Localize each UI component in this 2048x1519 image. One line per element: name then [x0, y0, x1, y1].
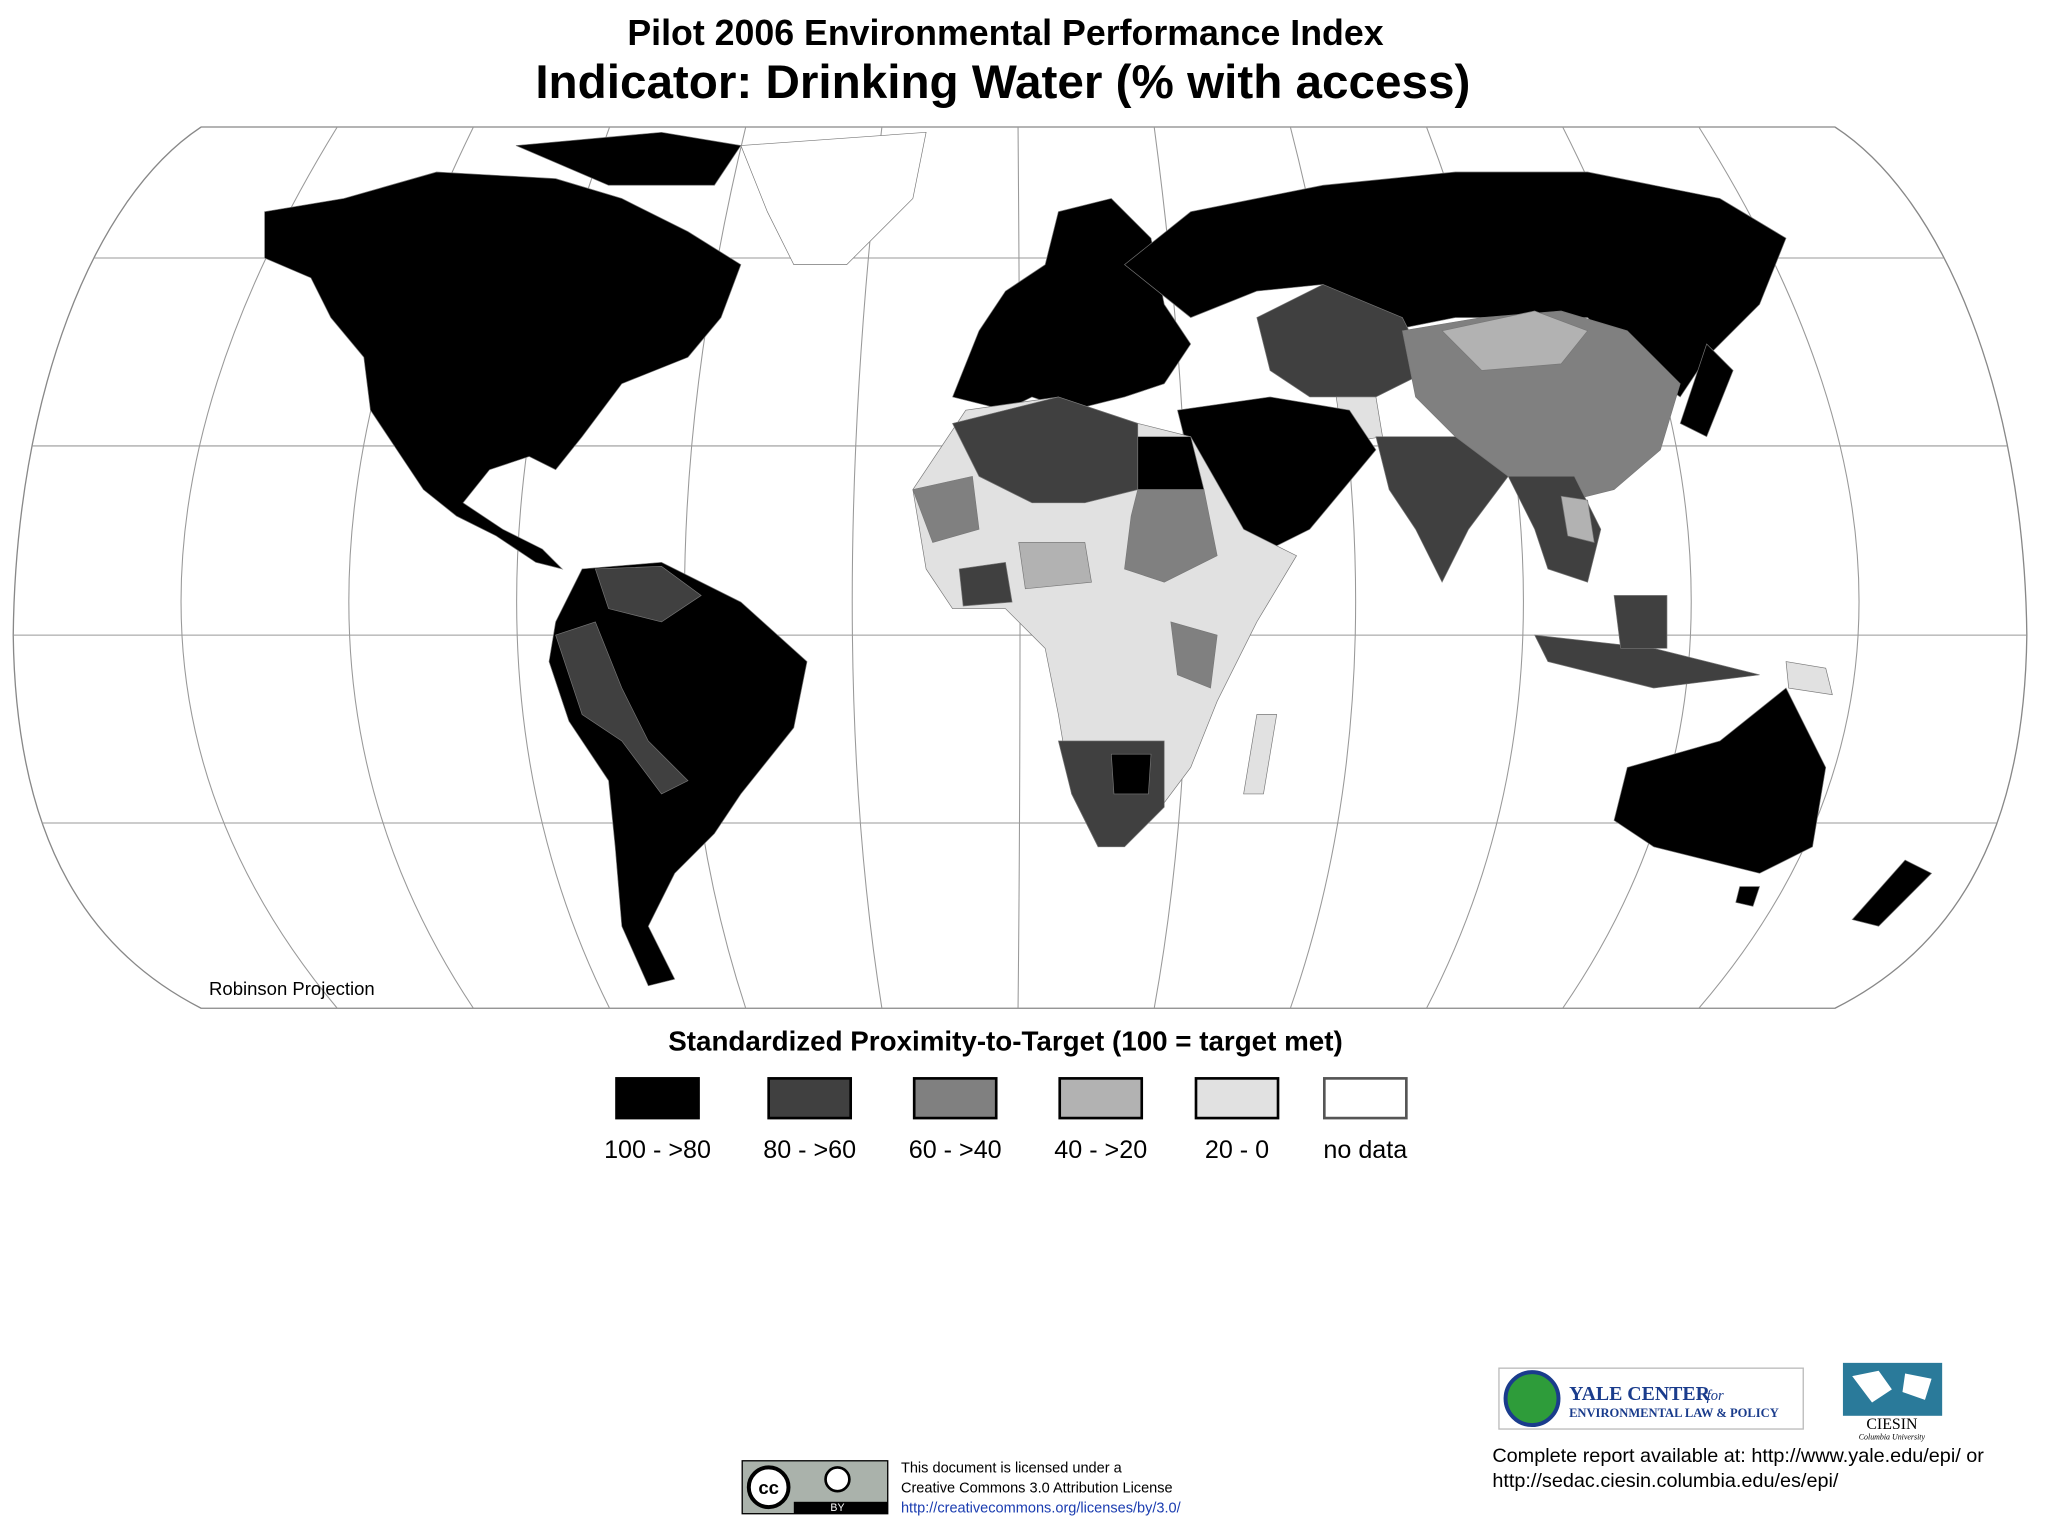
india — [1375, 436, 1509, 583]
license-text: This document is licensed under a — [901, 1461, 1123, 1477]
logo-shape — [1852, 1370, 1932, 1403]
legend-swatch — [912, 1077, 998, 1120]
legend-swatch — [1322, 1077, 1408, 1120]
logo-text: Columbia University — [1859, 1433, 1926, 1442]
meridian — [180, 127, 338, 1009]
nigeria — [1018, 542, 1092, 590]
legend: 100 - >80 80 - >60 60 - >40 40 - >20 20 - 0 n… — [604, 1077, 1408, 1164]
legend-label: 20 - 0 — [1205, 1136, 1269, 1164]
mongolia — [1441, 310, 1589, 371]
venezuela-guianas — [594, 565, 702, 623]
western-sahara-mauritania — [912, 475, 980, 543]
projection-label: Robinson Projection — [209, 978, 375, 999]
japan — [1679, 343, 1734, 438]
legend-swatch — [1058, 1077, 1144, 1120]
borneo — [1613, 595, 1668, 649]
world-map: Robinson Projection — [12, 126, 2028, 1009]
ciesin-logo: CIESIN Columbia University — [1842, 1362, 1943, 1442]
badge-text: cc — [758, 1477, 779, 1498]
papua-new-guinea — [1785, 661, 1833, 696]
meridian — [851, 127, 883, 1009]
license-link[interactable]: http://creativecommons.org/licenses/by/3… — [901, 1500, 1182, 1516]
arctic-islands — [515, 131, 742, 186]
report-text: Complete report available at: http://www… — [1492, 1445, 1984, 1467]
logo-text: ENVIRONMENTAL LAW & POLICY — [1569, 1406, 1779, 1420]
title: Pilot 2006 Environmental Performance Ind… — [627, 13, 1383, 53]
legend-swatch — [1194, 1077, 1280, 1120]
logo-text: YALE CENTER — [1569, 1383, 1711, 1405]
badge-strip — [793, 1501, 888, 1514]
license-text: Creative Commons 3.0 Attribution License — [901, 1481, 1173, 1497]
legend-label: 60 - >40 — [909, 1136, 1002, 1164]
logo-text: CIESIN — [1866, 1416, 1918, 1433]
greenland — [740, 131, 927, 265]
north-america — [264, 171, 742, 570]
sudan — [1124, 489, 1218, 583]
legend-swatch — [615, 1077, 700, 1120]
north-africa — [952, 396, 1139, 504]
countries — [264, 131, 1933, 987]
andes-countries — [555, 621, 689, 795]
meridian — [1698, 127, 1860, 1009]
central-asia — [1256, 284, 1430, 398]
new-zealand — [1851, 859, 1933, 927]
legend-label: 80 - >60 — [763, 1136, 856, 1164]
legend-title: Standardized Proximity-to-Target (100 = … — [668, 1026, 1342, 1057]
logo-text: for — [1707, 1388, 1724, 1404]
laos — [1560, 495, 1595, 543]
west-africa — [958, 561, 1013, 607]
legend-label: 100 - >80 — [604, 1136, 711, 1164]
botswana — [1110, 753, 1152, 795]
tanzania — [1170, 621, 1218, 689]
legend-label: 40 - >20 — [1054, 1136, 1147, 1164]
tasmania — [1735, 886, 1761, 907]
logo-globe — [1503, 1370, 1561, 1428]
legend-label: no data — [1323, 1136, 1407, 1164]
badge-circle — [746, 1465, 791, 1510]
badge-icon — [824, 1466, 851, 1493]
cc-badge: cc BY — [741, 1460, 889, 1515]
madagascar — [1243, 714, 1278, 795]
legend-swatch — [767, 1077, 853, 1120]
yale-logo: YALE CENTER for ENVIRONMENTAL LAW & POLI… — [1498, 1367, 1804, 1430]
badge-text: BY — [830, 1502, 844, 1514]
report-text: http://sedac.ciesin.columbia.edu/es/epi/ — [1492, 1470, 1839, 1492]
australia — [1613, 687, 1827, 874]
subtitle: Indicator: Drinking Water (% with access… — [535, 56, 1470, 109]
